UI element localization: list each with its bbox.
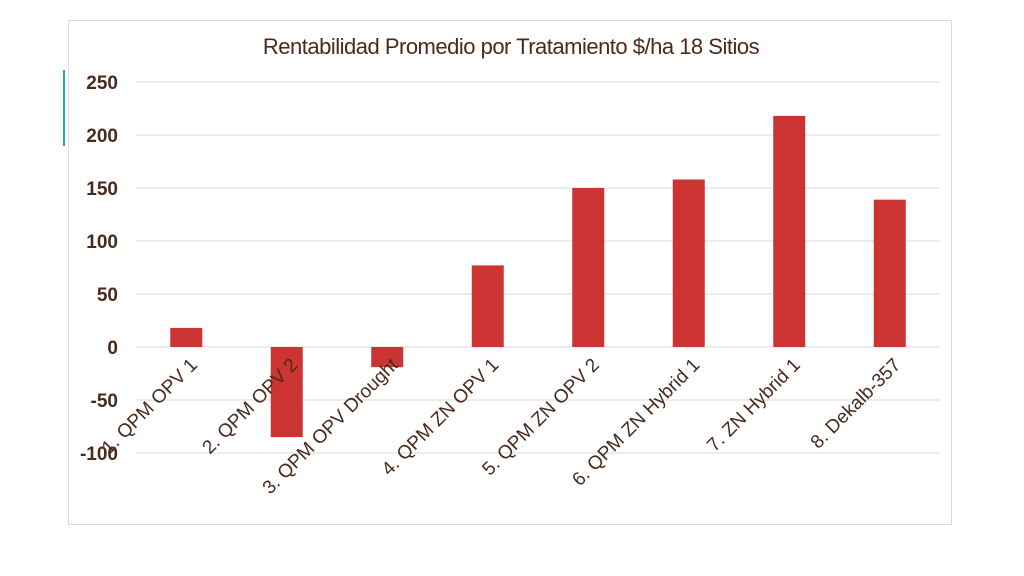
- y-tick-label: 50: [97, 285, 118, 306]
- bar: [672, 179, 705, 347]
- y-tick-label: -50: [91, 391, 118, 412]
- y-tick-label: 100: [86, 232, 118, 253]
- bar: [471, 265, 504, 347]
- accent-line: [63, 70, 65, 146]
- bar: [572, 188, 605, 347]
- y-tick-label: 0: [107, 338, 118, 359]
- bar: [773, 115, 806, 347]
- y-tick-label: -100: [80, 444, 118, 465]
- y-tick-label: 150: [86, 179, 118, 200]
- chart-title: Rentabilidad Promedio por Tratamiento $/…: [263, 34, 760, 59]
- y-tick-label: 250: [86, 73, 118, 94]
- x-tick-label: 8. Dekalb-357: [807, 355, 905, 453]
- bar: [873, 199, 906, 347]
- x-tick-label: 7. ZN Hybrid 1: [703, 355, 804, 456]
- chart-frame: [68, 20, 952, 525]
- bar: [170, 327, 203, 347]
- bar: [270, 347, 303, 438]
- y-tick-label: 200: [86, 126, 118, 147]
- bar: [371, 347, 404, 368]
